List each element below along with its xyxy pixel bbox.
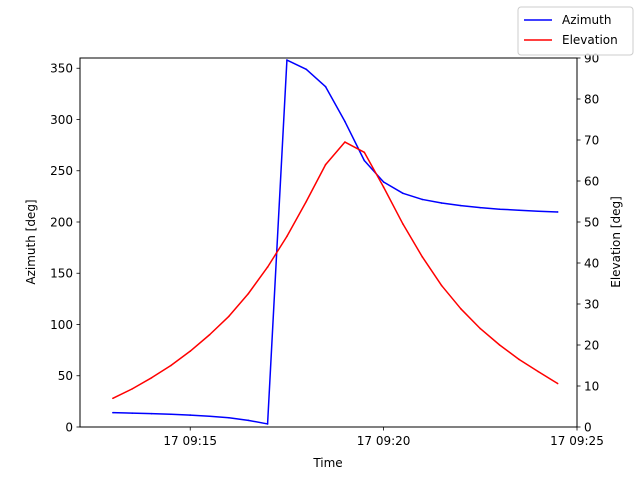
legend-box xyxy=(517,6,634,56)
azimuth-point xyxy=(247,419,250,422)
elevation-point xyxy=(305,200,308,203)
right-tick-label: 30 xyxy=(584,297,599,311)
x-tick-label: 17 09:25 xyxy=(550,434,604,448)
elevation-point xyxy=(228,315,230,318)
left-axis-label: Azimuth [deg] xyxy=(24,199,38,284)
azimuth-point xyxy=(266,423,269,425)
azimuth-point xyxy=(344,120,346,123)
elevation-point xyxy=(402,223,404,225)
azimuth-point xyxy=(460,204,462,207)
left-tick-label: 50 xyxy=(58,369,73,383)
left-tick-label: 300 xyxy=(50,113,73,127)
elevation-point xyxy=(150,377,153,379)
azimuth-point xyxy=(324,85,327,88)
elevation-point xyxy=(112,397,114,400)
legend-elevation-label: Elevation xyxy=(562,33,618,47)
right-axis-label: Elevation [deg] xyxy=(609,196,623,288)
azimuth-point xyxy=(208,415,211,418)
elevation-point xyxy=(266,266,269,268)
elevation-point xyxy=(247,292,250,295)
azimuth-point xyxy=(305,68,308,71)
azimuth-point xyxy=(402,192,404,195)
right-tick-label: 70 xyxy=(584,133,599,147)
elevation-point xyxy=(363,151,366,154)
azimuth-point xyxy=(170,413,172,416)
right-tick-label: 20 xyxy=(584,338,599,352)
azimuth-point xyxy=(537,210,540,213)
x-axis-ticks: 17 09:15 17 09:20 17 09:25 xyxy=(163,427,604,448)
left-tick-label: 250 xyxy=(50,164,73,178)
right-tick-label: 60 xyxy=(584,174,599,188)
right-tick-label: 50 xyxy=(584,215,599,229)
elevation-point xyxy=(498,344,501,346)
elevation-point xyxy=(556,382,559,385)
left-axis-ticks: 0 50 100 150 200 250 300 350 xyxy=(50,62,80,434)
elevation-point xyxy=(382,186,385,188)
left-tick-label: 200 xyxy=(50,215,73,229)
right-tick-label: 0 xyxy=(584,420,592,434)
azimuth-point xyxy=(440,202,443,204)
azimuth-point xyxy=(556,211,559,213)
azimuth-point xyxy=(150,412,153,415)
azimuth-point xyxy=(479,206,482,209)
azimuth-point xyxy=(228,416,230,419)
x-tick-label: 17 09:20 xyxy=(357,434,411,448)
elevation-point xyxy=(537,370,540,373)
azimuth-point xyxy=(131,412,134,414)
elevation-point xyxy=(131,388,134,390)
right-tick-label: 40 xyxy=(584,256,599,270)
azimuth-point xyxy=(498,208,501,210)
left-tick-label: 350 xyxy=(50,62,73,76)
x-tick-label: 17 09:15 xyxy=(163,434,217,448)
right-tick-label: 80 xyxy=(584,92,599,106)
azimuth-series-line xyxy=(112,59,558,425)
left-tick-label: 0 xyxy=(65,420,73,434)
legend-azimuth-label: Azimuth xyxy=(562,13,611,27)
azimuth-point xyxy=(363,159,366,162)
x-axis-label: Time xyxy=(312,456,342,470)
elevation-point xyxy=(440,284,443,287)
series-layer xyxy=(112,59,559,425)
azimuth-point xyxy=(382,181,385,183)
azimuth-point xyxy=(286,59,288,61)
elevation-point xyxy=(460,308,462,310)
left-tick-label: 100 xyxy=(50,318,73,332)
azimuth-point xyxy=(189,414,192,416)
azimuth-point xyxy=(112,411,114,414)
left-tick-label: 150 xyxy=(50,267,73,281)
plot-frame xyxy=(79,57,578,428)
elevation-point xyxy=(208,333,211,336)
azimuth-point xyxy=(518,209,520,212)
elevation-point xyxy=(189,350,192,352)
elevation-point xyxy=(518,358,520,361)
legend: Azimuth Elevation xyxy=(517,6,634,56)
elevation-series-line xyxy=(112,141,559,399)
elevation-point xyxy=(421,256,424,258)
elevation-point xyxy=(344,141,346,143)
elevation-point xyxy=(324,163,327,166)
azimuth-point xyxy=(421,198,424,201)
right-tick-label: 10 xyxy=(584,379,599,393)
elevation-point xyxy=(170,364,172,367)
elevation-point xyxy=(286,235,288,238)
elevation-point xyxy=(479,327,482,330)
